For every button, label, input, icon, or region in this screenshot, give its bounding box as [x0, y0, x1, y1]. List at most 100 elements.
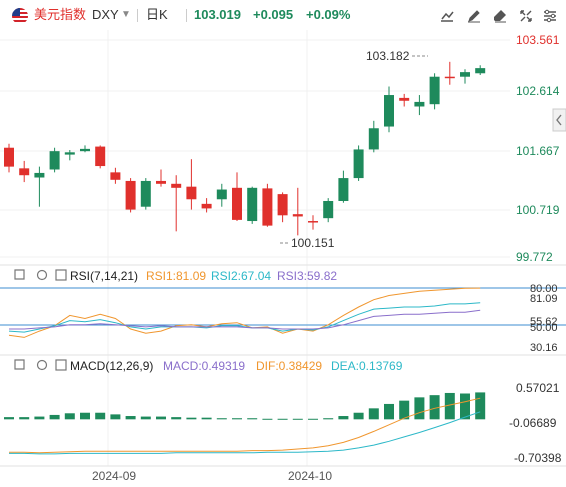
rsi1-label: RSI1:81.09	[146, 269, 206, 283]
eye-icon	[14, 359, 25, 370]
candle	[186, 159, 197, 210]
macd-histogram	[4, 392, 486, 420]
dif-line	[9, 397, 481, 454]
time-axis: 2024-09 2024-10	[92, 469, 332, 483]
candle	[429, 73, 440, 110]
candle	[292, 187, 303, 236]
candle	[64, 150, 75, 161]
macd-bar	[216, 418, 227, 420]
low-marker: 100.151	[280, 236, 335, 250]
price-change: +0.095	[253, 7, 294, 22]
macd-bar	[338, 416, 349, 420]
rsi-axis-label: 30.16	[530, 342, 558, 354]
candle	[110, 167, 121, 184]
candle	[460, 69, 470, 84]
macd-axis-label: 0.57021	[516, 381, 560, 395]
candle	[156, 169, 166, 187]
macd-bar	[110, 414, 121, 420]
macd-bar	[308, 418, 318, 420]
price-axis-label: 99.772	[516, 250, 553, 264]
eraser-icon[interactable]	[490, 6, 510, 26]
rsi-axis-label: 81.09	[530, 293, 558, 305]
macd-bar	[156, 416, 166, 420]
macd-bar	[460, 393, 470, 420]
macd-bar	[414, 397, 425, 420]
candle	[49, 147, 60, 173]
period-selector[interactable]: 日K	[146, 7, 168, 22]
dea-label: DEA:0.13769	[331, 359, 403, 373]
rsi-axis-label: 80.00	[530, 283, 558, 295]
candle	[262, 183, 273, 227]
dif-label: DIF:0.38429	[256, 359, 322, 373]
gear-icon	[36, 359, 48, 371]
candle	[368, 120, 379, 153]
candle	[338, 170, 349, 203]
fullscreen-icon[interactable]	[516, 6, 536, 26]
symbol-selector[interactable]: DXY	[92, 7, 119, 22]
checkbox-icon	[55, 359, 67, 371]
rsi-axis: 80.00 81.09 55.62 50.00 30.16	[530, 283, 558, 354]
macd-bar	[384, 403, 394, 420]
candle	[80, 145, 90, 153]
chevron-down-icon[interactable]: ▼	[121, 9, 131, 20]
rsi3-label: RSI3:59.82	[277, 269, 337, 283]
macd-bar	[444, 392, 455, 420]
time-axis-label: 2024-09	[92, 469, 136, 483]
rsi2-label: RSI2:67.04	[211, 269, 271, 283]
macd-bar	[125, 416, 136, 420]
rsi3-line	[9, 309, 481, 330]
macd-bar	[49, 414, 60, 420]
candle	[19, 160, 30, 183]
collapse-panel-icon[interactable]	[552, 108, 566, 132]
time-axis-label: 2024-10	[288, 469, 332, 483]
settings-icon[interactable]	[540, 6, 560, 26]
macd-bar	[80, 412, 90, 420]
price-grid	[0, 30, 510, 466]
candle	[444, 61, 455, 85]
macd-bar	[140, 416, 151, 420]
macd-bar	[19, 417, 30, 420]
price-axis-label: 103.561	[516, 33, 560, 47]
dea-line	[9, 411, 481, 455]
price-change-percent: +0.09%	[306, 7, 351, 22]
macd-bar	[262, 418, 273, 420]
price-axis-label: 100.719	[516, 203, 560, 217]
macd-bar	[232, 418, 242, 420]
macd-bar	[247, 418, 258, 420]
gear-icon	[36, 269, 48, 281]
low-label: 100.151	[291, 236, 335, 250]
candle	[140, 178, 151, 210]
last-price: 103.019	[194, 7, 241, 22]
macd-axis-label: -0.70398	[514, 451, 562, 465]
instrument-name[interactable]: 美元指数	[34, 7, 87, 22]
candle	[247, 186, 258, 224]
macd-bar	[4, 417, 14, 420]
eye-icon	[14, 269, 25, 280]
macd-axis-label: -0.06689	[509, 416, 557, 430]
macd-bar	[475, 392, 486, 420]
chart-type-icon[interactable]	[437, 6, 457, 26]
candle	[171, 175, 182, 232]
macd-bar	[277, 418, 288, 420]
high-marker: 103.182	[366, 49, 428, 63]
candle	[384, 86, 394, 133]
divider	[186, 9, 187, 22]
candle	[353, 145, 364, 181]
chart-header: 美元指数 DXY ▼ 日K 103.019 +0.095 +0.09%	[0, 0, 566, 30]
macd-bar	[171, 417, 182, 420]
price-axis-label: 101.667	[516, 144, 560, 158]
checkbox-icon	[55, 269, 67, 281]
macd-bar	[201, 417, 212, 420]
draw-icon[interactable]	[464, 6, 484, 26]
divider	[137, 9, 138, 22]
macd-value-label: MACD:0.49319	[163, 359, 245, 373]
price-axis-label: 102.614	[516, 84, 560, 98]
rsi-axis-label: 55.62	[530, 316, 558, 328]
candle	[277, 192, 288, 223]
candle	[232, 172, 242, 222]
candle	[323, 198, 334, 223]
candle	[475, 65, 486, 75]
macd-lines	[9, 397, 481, 455]
macd-axis: 0.57021 -0.06689 -0.70398	[509, 381, 562, 465]
